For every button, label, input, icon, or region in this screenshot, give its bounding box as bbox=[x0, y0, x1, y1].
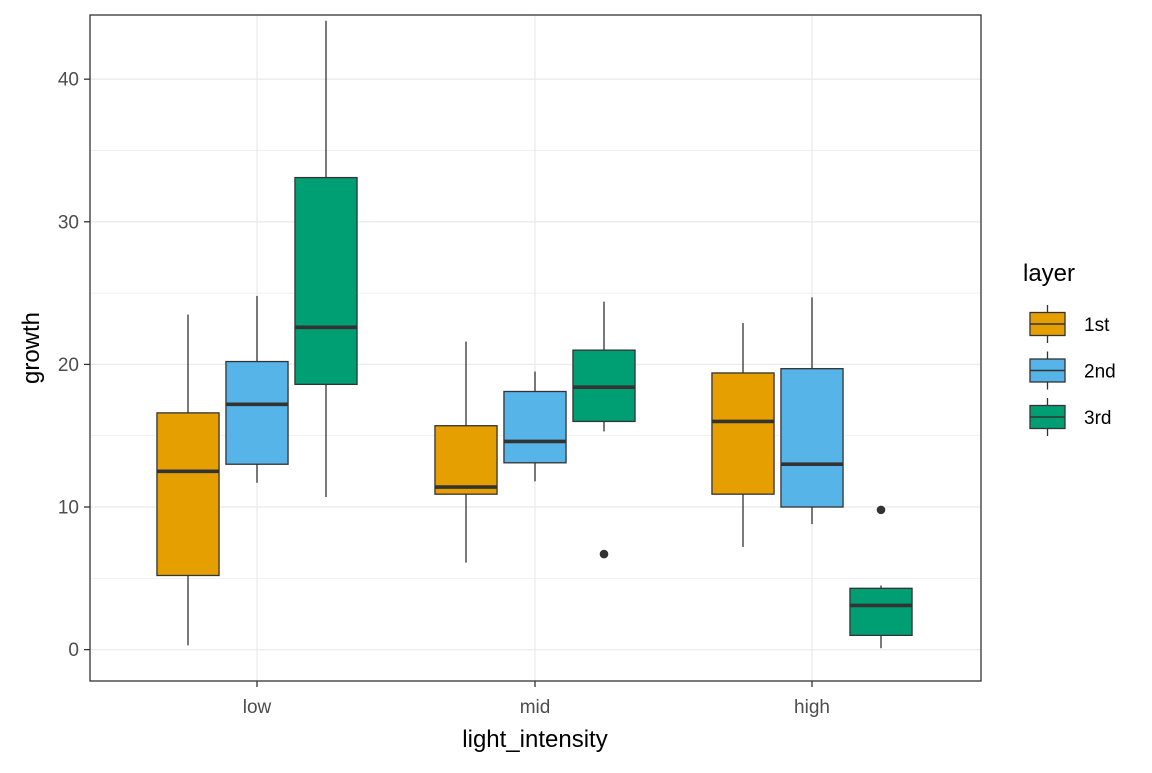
iqr-box bbox=[156, 412, 220, 577]
boxplot-marks bbox=[156, 20, 913, 649]
y-tick-label: 20 bbox=[58, 355, 79, 376]
iqr-box bbox=[434, 425, 498, 495]
y-tick-label: 40 bbox=[58, 70, 79, 91]
y-tick-label: 0 bbox=[68, 640, 79, 661]
iqr-box bbox=[711, 372, 775, 495]
legend-item-2nd: 2nd bbox=[1029, 351, 1116, 390]
box-3rd-high bbox=[849, 505, 913, 649]
x-axis-title: light_intensity bbox=[462, 726, 607, 753]
iqr-box bbox=[225, 360, 289, 465]
box-3rd-mid bbox=[572, 301, 636, 559]
box-1st-low bbox=[156, 314, 220, 646]
box-1st-mid bbox=[434, 341, 498, 563]
iqr-box bbox=[294, 176, 358, 386]
legend-item-3rd: 3rd bbox=[1029, 398, 1111, 436]
legend-label: 1st bbox=[1084, 315, 1110, 336]
outlier-point bbox=[876, 505, 886, 515]
legend-label: 2nd bbox=[1084, 362, 1116, 383]
box-2nd-mid bbox=[503, 371, 567, 482]
box-2nd-high bbox=[780, 297, 844, 525]
x-tick-label: low bbox=[243, 697, 272, 718]
x-tick-label: mid bbox=[520, 697, 551, 718]
outlier-point bbox=[599, 549, 609, 559]
box-1st-high bbox=[711, 323, 775, 547]
iqr-box bbox=[780, 368, 844, 508]
box-3rd-low bbox=[294, 20, 358, 498]
x-tick-label: high bbox=[794, 697, 830, 718]
iqr-box bbox=[503, 390, 567, 464]
legend-title: layer bbox=[1023, 260, 1075, 287]
axes: 0 10 20 30 40 low mid high bbox=[58, 70, 830, 718]
y-axis-title: growth bbox=[18, 312, 45, 384]
y-tick-label: 10 bbox=[58, 498, 79, 519]
legend-item-1st: 1st bbox=[1029, 305, 1110, 343]
box-2nd-low bbox=[225, 295, 289, 483]
legend-label: 3rd bbox=[1084, 408, 1111, 429]
iqr-box bbox=[849, 587, 913, 637]
legend: layer 1st 2nd 3rd bbox=[1023, 260, 1116, 436]
y-tick-label: 30 bbox=[58, 212, 79, 233]
